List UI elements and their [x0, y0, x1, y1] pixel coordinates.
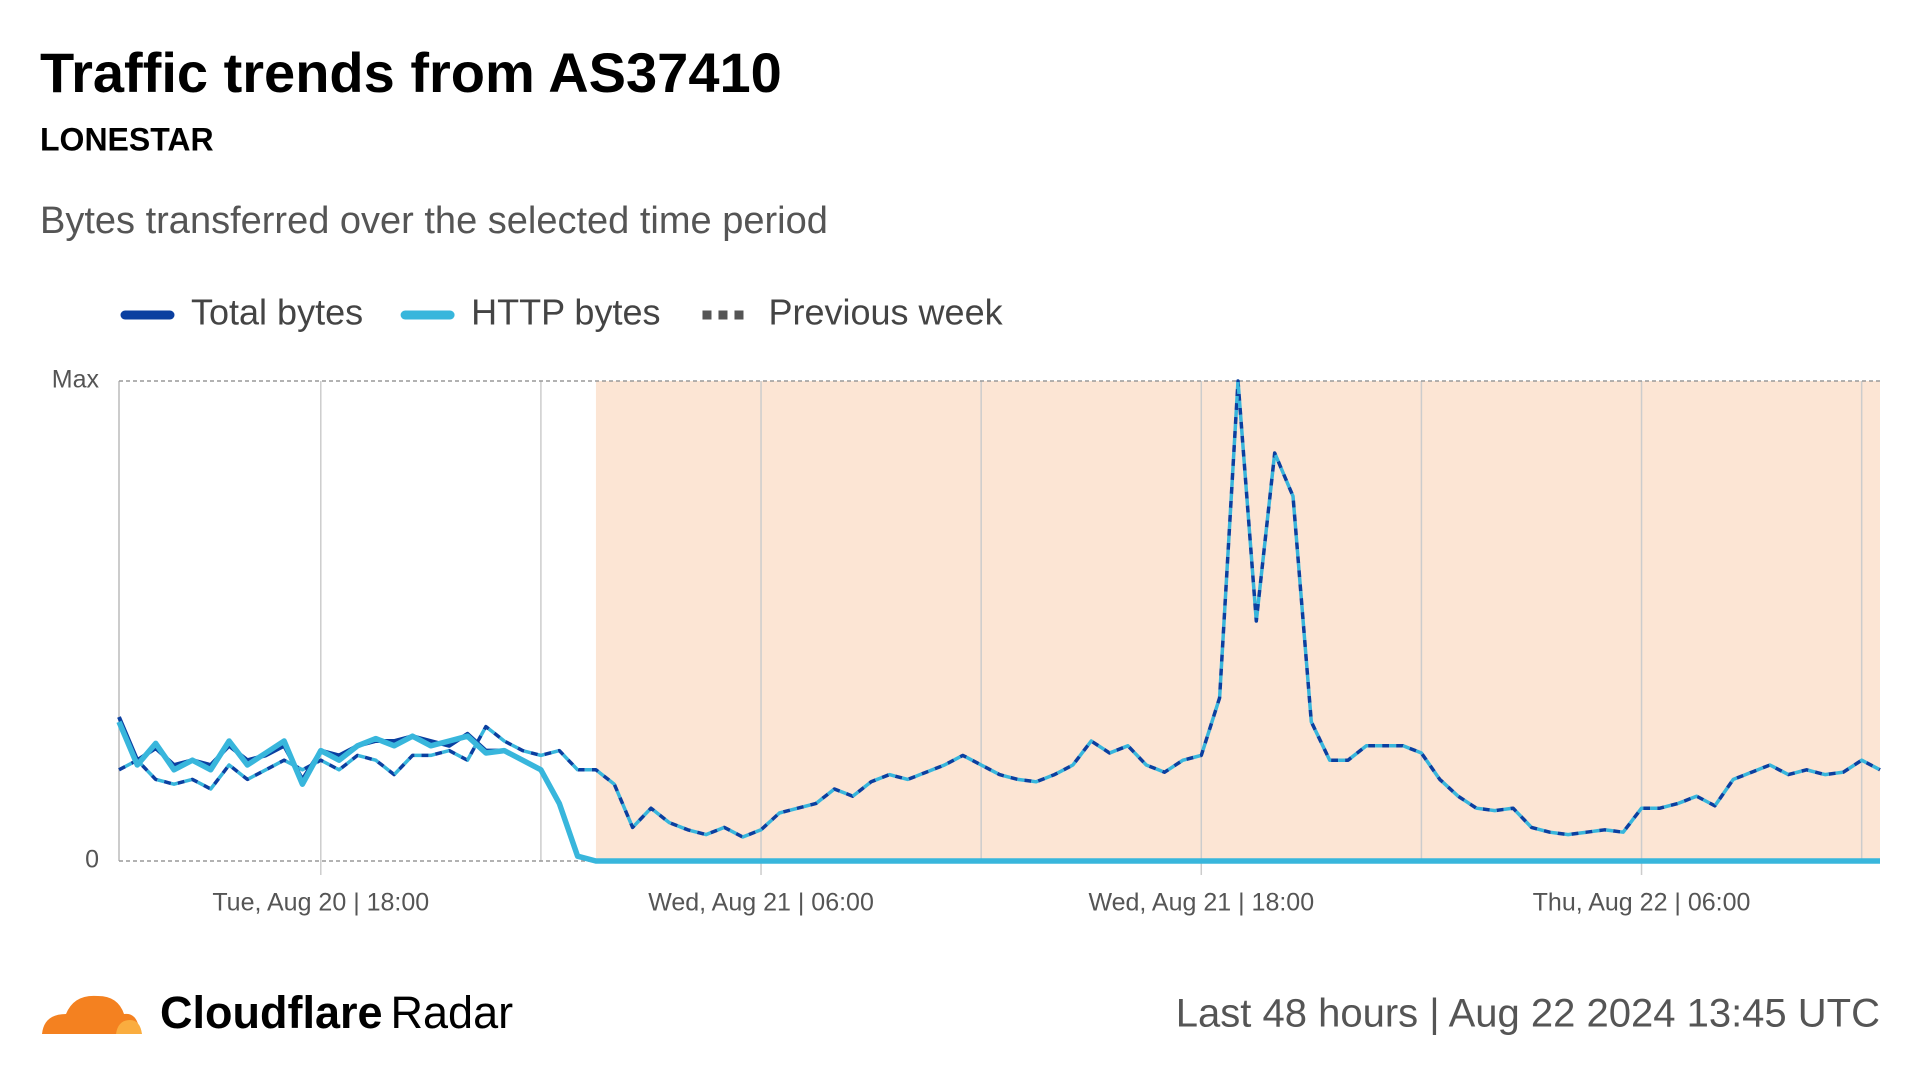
legend-label: Total bytes — [191, 292, 363, 333]
legend-label: HTTP bytes — [471, 292, 660, 333]
brand-name: Cloudflare — [160, 987, 383, 1038]
footer-note: Last 48 hours | Aug 22 2024 13:45 UTC — [1176, 992, 1880, 1036]
chart-title: Traffic trends from AS37410 — [40, 41, 782, 104]
x-tick-label: Wed, Aug 21 | 18:00 — [1088, 889, 1314, 917]
product-name: Radar — [391, 987, 514, 1038]
cloudflare-logo — [42, 995, 142, 1034]
y-tick-label: 0 — [85, 846, 99, 874]
y-tick-label: Max — [52, 366, 100, 394]
logo-cloud — [42, 995, 140, 1034]
legend-label: Previous week — [768, 292, 1003, 333]
shaded-region — [595, 381, 1880, 861]
line-series — [118, 379, 1881, 839]
x-tick-label: Tue, Aug 20 | 18:00 — [212, 889, 429, 917]
logo-cloud-small — [116, 1020, 142, 1034]
line-series — [116, 720, 1880, 864]
chart-description: Bytes transferred over the selected time… — [40, 200, 828, 242]
x-tick-label: Wed, Aug 21 | 06:00 — [648, 889, 874, 917]
chart-subtitle: LONESTAR — [40, 121, 214, 157]
x-tick-label: Thu, Aug 22 | 06:00 — [1533, 889, 1751, 917]
